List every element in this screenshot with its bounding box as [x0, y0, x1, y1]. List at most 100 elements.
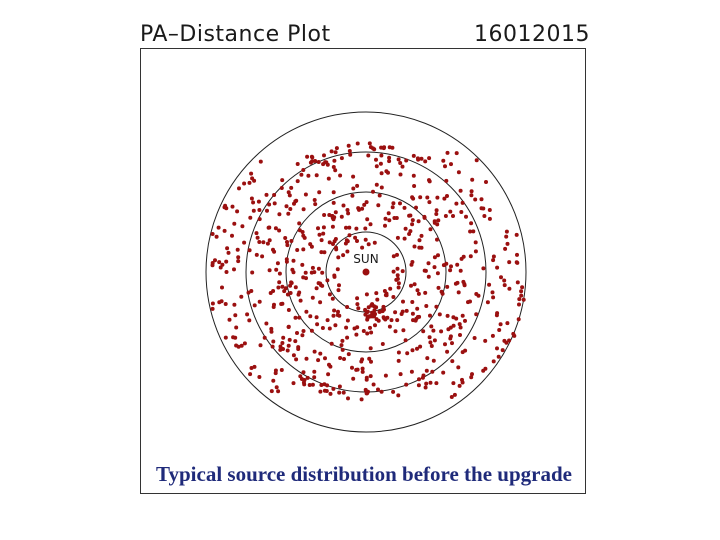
source-point: [368, 314, 373, 319]
source-point: [443, 342, 447, 347]
source-point: [377, 309, 382, 314]
source-point: [459, 210, 464, 214]
source-point: [219, 299, 224, 304]
source-point: [226, 250, 231, 255]
source-point: [279, 368, 284, 372]
source-point: [364, 391, 369, 396]
source-point: [264, 321, 269, 326]
source-point: [481, 266, 486, 271]
source-point: [391, 295, 396, 299]
source-point: [330, 224, 335, 229]
source-point: [434, 381, 439, 386]
source-point: [487, 282, 492, 287]
source-point: [276, 285, 281, 290]
source-point: [396, 285, 401, 290]
source-point: [338, 356, 343, 360]
source-point: [313, 159, 318, 163]
source-point: [484, 180, 488, 184]
source-point: [363, 226, 368, 231]
source-point: [425, 356, 430, 361]
source-point: [483, 338, 488, 343]
source-point: [414, 205, 418, 210]
source-point: [401, 299, 405, 304]
source-point: [355, 296, 360, 301]
source-point: [372, 308, 377, 313]
source-point: [387, 159, 392, 164]
source-point: [360, 357, 365, 362]
source-point: [345, 305, 350, 309]
source-point: [242, 341, 247, 346]
source-point: [409, 369, 414, 374]
source-point: [495, 265, 500, 270]
source-point: [460, 313, 465, 318]
source-point: [424, 368, 429, 373]
source-point: [410, 311, 415, 316]
source-point: [210, 306, 215, 311]
source-point: [320, 326, 325, 330]
source-point: [428, 227, 433, 232]
source-point: [231, 335, 236, 340]
source-point: [361, 329, 366, 333]
source-point: [331, 200, 336, 205]
source-point: [419, 233, 424, 238]
source-point: [404, 382, 409, 387]
source-point: [233, 313, 238, 318]
source-point: [391, 201, 396, 206]
source-point: [284, 259, 289, 264]
source-point: [299, 172, 304, 177]
source-point: [272, 201, 277, 206]
source-point: [458, 325, 463, 330]
source-point: [223, 335, 228, 340]
source-point: [310, 159, 315, 164]
source-point: [502, 278, 507, 283]
source-point: [286, 211, 291, 216]
source-point: [262, 335, 267, 340]
source-point: [281, 335, 286, 340]
source-point: [469, 375, 474, 380]
source-point: [381, 304, 386, 309]
source-point: [396, 393, 401, 398]
source-point: [417, 377, 421, 382]
source-point: [250, 270, 255, 275]
source-point: [503, 246, 508, 251]
source-point: [308, 242, 313, 247]
source-point: [329, 341, 334, 346]
source-point: [235, 209, 240, 214]
source-point: [257, 217, 262, 222]
source-point: [322, 153, 326, 158]
source-point: [519, 289, 524, 294]
source-point: [499, 275, 503, 280]
slide-caption: Typical source distribution before the u…: [156, 462, 572, 486]
source-point: [304, 309, 309, 314]
source-point: [232, 221, 237, 226]
source-point: [373, 323, 377, 328]
source-point: [301, 207, 306, 212]
source-point: [386, 170, 390, 175]
source-point: [389, 318, 394, 323]
source-point: [365, 217, 370, 222]
source-point: [295, 248, 300, 252]
source-point: [257, 299, 262, 304]
source-point: [498, 322, 503, 327]
source-point: [272, 193, 277, 197]
source-point: [251, 208, 256, 213]
source-point: [409, 262, 414, 267]
source-point: [425, 195, 430, 200]
source-point: [258, 343, 263, 348]
source-point: [247, 180, 252, 185]
source-point: [285, 240, 289, 244]
source-point: [326, 176, 331, 181]
source-point: [296, 345, 301, 350]
source-point: [286, 343, 291, 348]
plot-title: PA–Distance Plot: [140, 22, 331, 47]
source-point: [371, 189, 375, 194]
source-point: [383, 223, 387, 228]
source-point: [271, 247, 275, 252]
plot-date: 16012015: [474, 22, 590, 47]
source-point: [436, 218, 441, 223]
source-point: [497, 328, 502, 332]
source-point: [500, 348, 505, 353]
source-point: [337, 283, 341, 288]
source-point: [445, 349, 450, 354]
source-point: [441, 158, 446, 163]
